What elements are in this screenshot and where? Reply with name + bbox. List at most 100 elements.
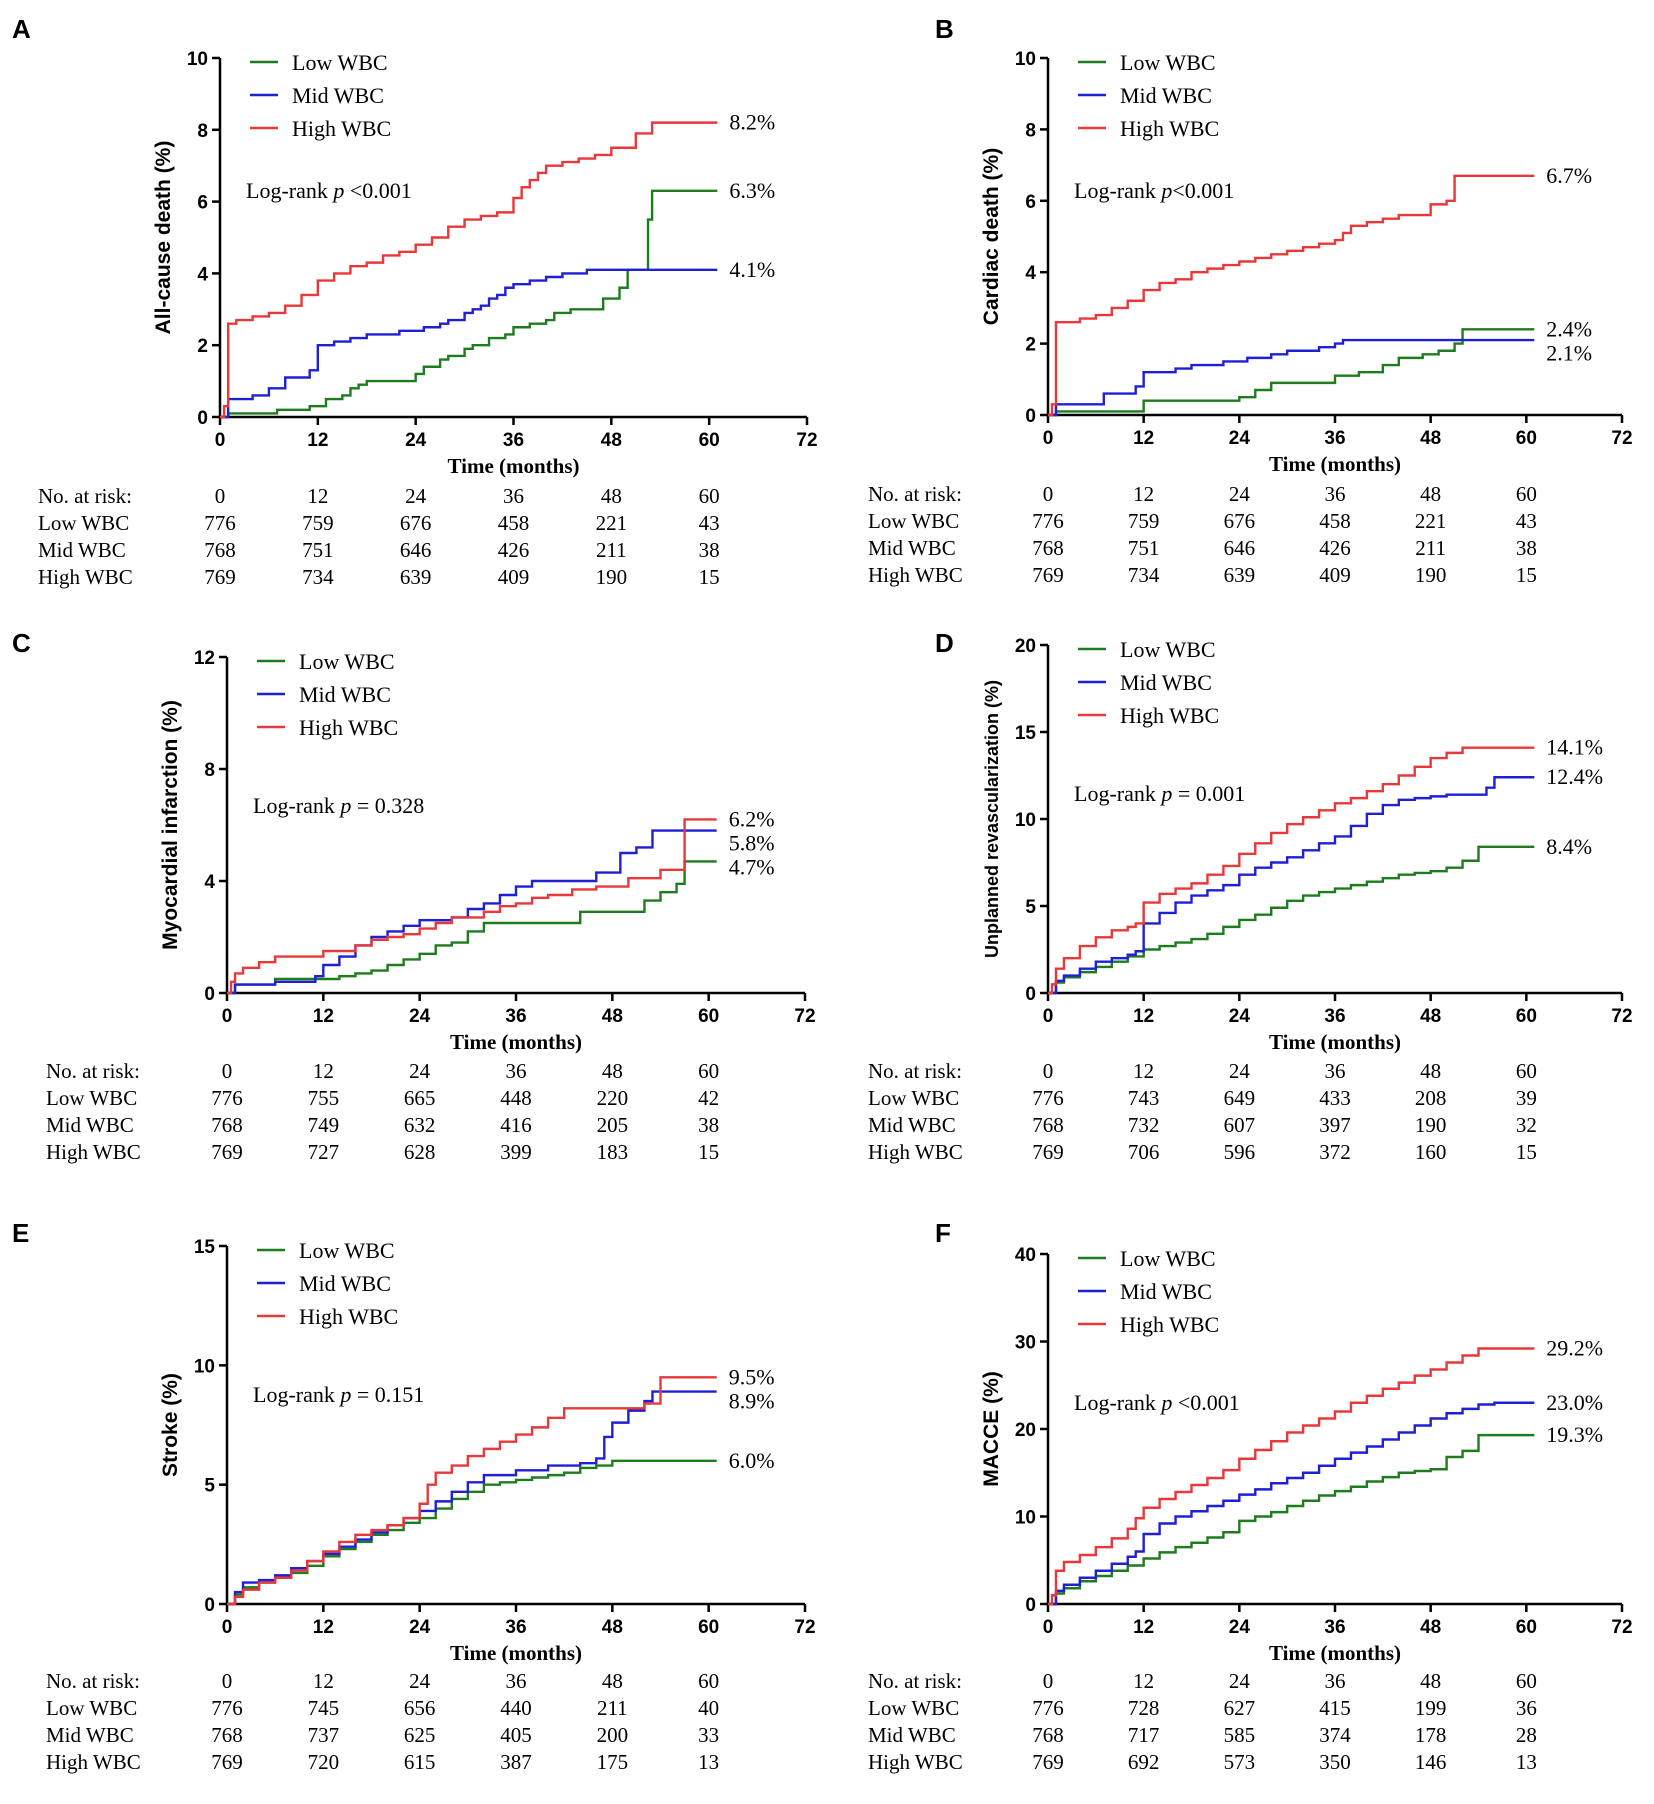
risk-table-time: 60 <box>699 484 720 508</box>
legend-label-mid: Mid WBC <box>299 1271 391 1296</box>
risk-table-cell: 632 <box>404 1113 436 1137</box>
risk-table-cell: 646 <box>1224 536 1256 560</box>
x-tick-label: 36 <box>1324 1617 1345 1638</box>
risk-table-cell: 732 <box>1128 1113 1160 1137</box>
risk-table-header: No. at risk: <box>38 484 132 508</box>
risk-table-time: 48 <box>602 1059 623 1083</box>
y-axis-title: Unplanned revascularization (%) <box>982 680 1002 958</box>
x-axis-title: Time (months) <box>450 1030 582 1054</box>
risk-table-time: 60 <box>698 1669 719 1693</box>
risk-table-cell: 13 <box>1516 1750 1537 1774</box>
y-axis-title: Myocardial infarction (%) <box>159 700 182 950</box>
risk-table-cell: 15 <box>698 1140 719 1164</box>
risk-table-cell: 720 <box>308 1750 340 1774</box>
risk-table-header: No. at risk: <box>46 1669 140 1693</box>
risk-table-cell: 175 <box>597 1750 629 1774</box>
end-label-mid: 5.8% <box>729 830 775 855</box>
risk-table-header: No. at risk: <box>868 482 962 506</box>
risk-table-cell: 415 <box>1319 1696 1351 1720</box>
risk-table-row-label: Low WBC <box>868 509 959 533</box>
risk-table-header: No. at risk: <box>46 1059 140 1083</box>
y-tick-label: 0 <box>204 984 215 1005</box>
risk-table-cell: 627 <box>1224 1696 1256 1720</box>
x-tick-label: 24 <box>1229 1006 1251 1027</box>
x-tick-label: 36 <box>503 430 524 451</box>
risk-table-time: 12 <box>1133 1059 1154 1083</box>
legend-label-low: Low WBC <box>1120 637 1216 662</box>
risk-table-cell: 706 <box>1128 1140 1160 1164</box>
y-tick-label: 6 <box>1025 192 1036 213</box>
y-tick-label: 10 <box>1015 49 1036 70</box>
y-tick-label: 4 <box>204 872 215 893</box>
risk-table-cell: 646 <box>400 538 432 562</box>
km-curve-high <box>1048 746 1535 995</box>
risk-table-cell: 448 <box>500 1086 532 1110</box>
risk-table-cell: 399 <box>500 1140 532 1164</box>
risk-table-cell: 372 <box>1319 1140 1351 1164</box>
risk-table-time: 48 <box>1420 1059 1441 1083</box>
logrank-annotation: Log-rank p = 0.328 <box>253 793 424 818</box>
risk-table-cell: 458 <box>1319 509 1351 533</box>
end-label-low: 4.7% <box>729 854 775 879</box>
x-tick-label: 24 <box>1229 1617 1251 1638</box>
risk-table-cell: 13 <box>698 1750 719 1774</box>
legend-label-mid: Mid WBC <box>1120 670 1212 695</box>
end-label-mid: 12.4% <box>1546 764 1603 789</box>
risk-table-cell: 745 <box>308 1696 340 1720</box>
y-axis-title: All-cause death (%) <box>152 141 175 335</box>
x-axis-title: Time (months) <box>1269 452 1401 476</box>
end-label-mid: 23.0% <box>1546 1390 1603 1415</box>
x-tick-label: 60 <box>698 1006 719 1027</box>
risk-table-cell: 692 <box>1128 1750 1160 1774</box>
legend-label-low: Low WBC <box>299 1238 395 1263</box>
km-curve-low <box>1048 1433 1535 1606</box>
risk-table-time: 0 <box>222 1059 233 1083</box>
risk-table-time: 0 <box>1043 1059 1054 1083</box>
x-axis-title: Time (months) <box>1269 1641 1401 1665</box>
risk-table-cell: 615 <box>404 1750 436 1774</box>
x-tick-label: 36 <box>505 1617 526 1638</box>
risk-table-cell: 676 <box>1224 509 1256 533</box>
risk-table-cell: 397 <box>1319 1113 1351 1137</box>
y-axis-title: Cardiac death (%) <box>980 148 1003 325</box>
risk-table-cell: 776 <box>1032 1086 1064 1110</box>
x-tick-label: 0 <box>1043 1006 1054 1027</box>
legend-label-mid: Mid WBC <box>1120 1279 1212 1304</box>
legend-label-high: High WBC <box>1120 116 1219 141</box>
km-curve-low <box>1048 845 1535 995</box>
x-tick-label: 72 <box>796 430 817 451</box>
risk-table-cell: 409 <box>498 565 530 589</box>
logrank-annotation: Log-rank p <0.001 <box>246 178 412 203</box>
risk-table-row-label: Mid WBC <box>868 536 956 560</box>
x-tick-label: 60 <box>1516 1006 1537 1027</box>
risk-table-time: 12 <box>313 1059 334 1083</box>
risk-table-cell: 178 <box>1415 1723 1447 1747</box>
risk-table-cell: 33 <box>698 1723 719 1747</box>
x-tick-label: 36 <box>505 1006 526 1027</box>
y-tick-label: 4 <box>1025 263 1036 284</box>
risk-table-cell: 676 <box>400 511 432 535</box>
risk-table-row-label: High WBC <box>46 1140 141 1164</box>
risk-table-row-label: High WBC <box>868 1140 963 1164</box>
legend-label-low: Low WBC <box>299 649 395 674</box>
risk-table-row-label: High WBC <box>38 565 133 589</box>
risk-table-cell: 387 <box>500 1750 532 1774</box>
risk-table-cell: 39 <box>1516 1086 1537 1110</box>
y-tick-label: 8 <box>1025 120 1036 141</box>
risk-table-time: 0 <box>1043 482 1054 506</box>
km-curve-mid <box>227 1390 717 1606</box>
km-curve-high <box>1048 174 1535 417</box>
y-tick-label: 8 <box>204 760 215 781</box>
y-tick-label: 10 <box>194 1356 215 1377</box>
x-tick-label: 36 <box>1324 1006 1345 1027</box>
risk-table-time: 48 <box>1420 1669 1441 1693</box>
x-tick-label: 24 <box>1229 428 1251 449</box>
risk-table-cell: 221 <box>596 511 628 535</box>
risk-table-cell: 769 <box>1032 1140 1064 1164</box>
y-tick-label: 15 <box>194 1237 216 1258</box>
risk-table-cell: 639 <box>1224 563 1256 587</box>
logrank-annotation: Log-rank p <0.001 <box>1074 1390 1240 1415</box>
risk-table-cell: 15 <box>1516 1140 1537 1164</box>
x-tick-label: 12 <box>313 1006 334 1027</box>
